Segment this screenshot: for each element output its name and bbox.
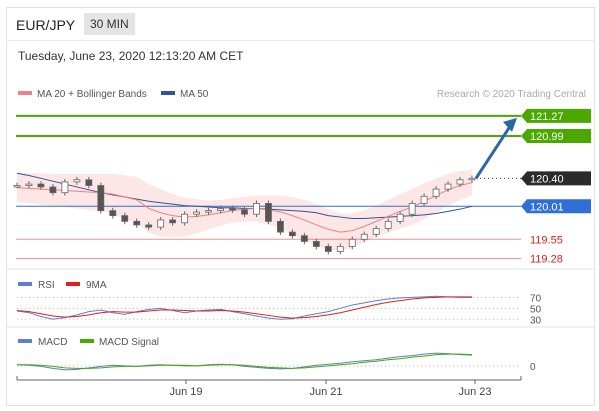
rsi-ma-legend-label: 9MA [86,280,107,291]
price-candle-body [348,238,356,247]
timeframe-badge[interactable]: 30 MIN [84,13,135,35]
price-candle-body [13,185,21,188]
price-candle-body [97,185,105,212]
macd-tick-label: 0 [530,362,536,373]
price-level-tag [521,199,591,214]
widget-header: EUR/JPY 30 MIN [6,7,595,41]
price-candle-body [396,213,404,222]
rsi-tick-label: 70 [530,293,542,304]
price-candle-body [73,179,81,183]
macd-signal-legend-label: MACD Signal [99,337,159,348]
datetime-label: Tuesday, June 23, 2020 12:13:20 AM CET [18,49,244,63]
macd-panel: 0 [16,352,536,373]
price-level-label: 120.99 [530,131,564,143]
price-candle-body [444,183,452,190]
main-legend: MA 20 + Bollinger Bands MA 50 Research ©… [18,89,586,100]
time-axis-label: Jun 23 [458,386,491,398]
macd-legend: MACD MACD Signal [18,337,159,348]
price-candle-body [300,235,308,242]
currency-pair-title: EUR/JPY [16,17,76,33]
rsi-tick-label: 30 [530,315,542,326]
price-candle-body [288,231,296,237]
price-candle-body [324,246,332,252]
time-axis-label: Jun 21 [309,386,342,398]
price-candle-body [277,220,284,233]
price-candle-body [157,219,165,228]
price-candle-body [181,213,189,224]
price-candle-body [61,181,69,194]
price-level-label: 119.28 [530,254,563,266]
price-level-label: 121.27 [530,111,564,123]
price-level-label: 120.40 [530,173,564,185]
price-candle-body [360,233,368,240]
research-credit: Research © 2020 Trading Central [437,89,586,100]
price-candle-body [432,188,440,197]
price-candle-body [384,220,392,229]
rsi-legend: RSI 9MA [18,280,107,291]
widget-frame [6,7,595,406]
price-candle-body [217,208,224,212]
macd-legend-label: MACD [38,337,67,348]
macd-legend-swatch [18,339,32,343]
macd-signal-line [17,353,473,369]
time-axis: Jun 19 Jun 21 Jun 23 [16,376,522,398]
price-candle-body [25,183,33,186]
price-candle-body [372,228,380,235]
price-candle-body [265,203,272,222]
rsi-ma-legend-swatch [66,282,80,286]
macd-line [16,352,473,371]
time-axis-label: Jun 19 [169,386,202,398]
forecast-arrow-shaft [474,124,513,180]
price-candle-body [205,210,212,213]
price-candle-body [456,179,464,185]
price-candle-body [241,209,248,215]
price-candle-body [49,186,57,194]
price-candle-body [121,215,129,222]
price-candle-body [85,179,93,186]
price-candle-body [145,224,153,228]
price-candle-body [169,219,177,224]
rsi-legend-label: RSI [38,280,55,291]
ma50-legend-swatch [161,91,175,95]
ma20-legend-label: MA 20 + Bollinger Bands [37,89,147,100]
price-candle-body [193,211,201,215]
price-candle-body [312,241,320,247]
rsi-legend-swatch [18,282,32,286]
price-candle-body [109,210,117,217]
price-candle-body [468,177,476,181]
price-level-tag [521,171,591,186]
main-price-panel: 121.27 120.99 120.40 120.01 119.55 119.28 [13,108,591,266]
price-candle-body [37,183,45,188]
price-candle-body [420,195,428,204]
ma20-legend-swatch [18,91,32,95]
rsi-ma-line [16,296,472,319]
macd-signal-legend-swatch [80,339,94,343]
price-level-label: 119.55 [530,234,563,246]
forecast-arrow-head [503,117,517,132]
price-level-label: 120.01 [530,201,564,213]
ma50-legend-label: MA 50 [180,89,209,100]
rsi-tick-label: 50 [530,304,542,315]
price-candle-body [408,203,416,215]
price-level-tag [521,129,591,143]
price-candle-body [133,220,141,226]
rsi-line [16,295,472,320]
price-level-tag [521,108,591,123]
price-candle-body [253,203,260,215]
price-candle-body [229,208,236,211]
price-candle-body [336,246,344,252]
